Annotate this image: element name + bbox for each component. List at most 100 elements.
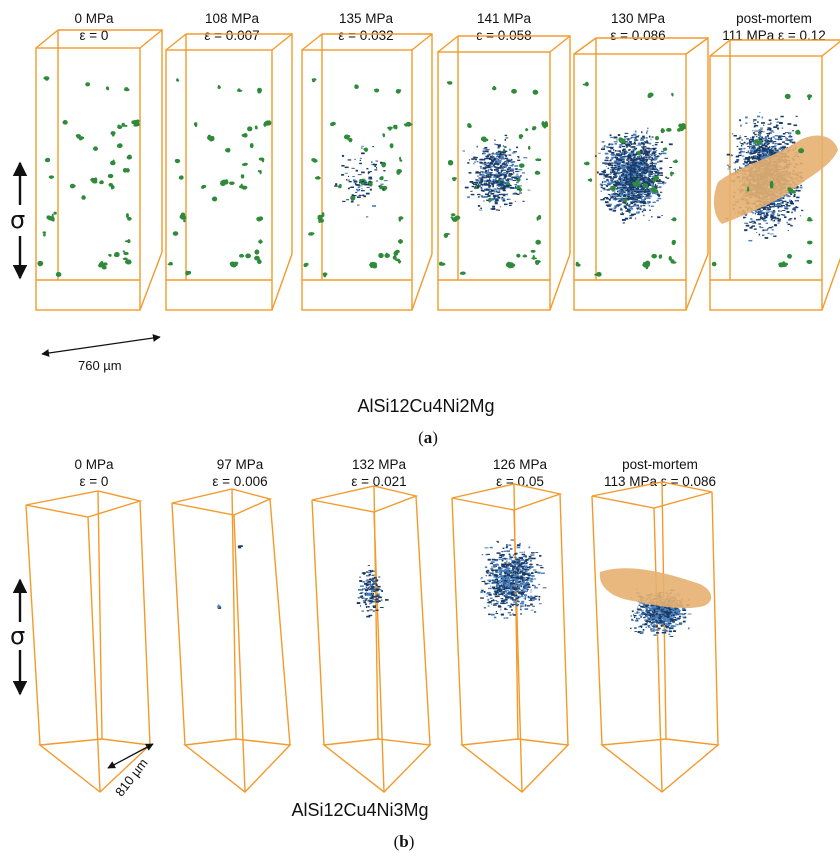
damage-void xyxy=(621,211,623,213)
damage-void xyxy=(368,600,372,602)
stress-label: 135 MPa xyxy=(338,11,394,26)
intermetallic-particle xyxy=(347,138,353,141)
damage-void xyxy=(652,151,657,153)
intermetallic-particle xyxy=(93,146,99,151)
damage-void xyxy=(511,176,516,178)
damage-void xyxy=(484,582,488,585)
intermetallic-particle xyxy=(124,87,129,90)
damage-void xyxy=(656,186,661,188)
intermetallic-particle xyxy=(125,168,130,173)
damage-void xyxy=(758,138,763,141)
damage-void xyxy=(739,135,741,137)
damage-void xyxy=(769,138,771,140)
damage-void xyxy=(602,162,606,164)
damage-void xyxy=(750,156,755,159)
damage-void xyxy=(766,135,769,138)
damage-void xyxy=(238,546,242,549)
damage-void xyxy=(614,166,618,169)
damage-void xyxy=(629,203,631,206)
damage-void xyxy=(627,179,630,182)
damage-void xyxy=(781,127,784,130)
damage-void xyxy=(518,169,523,171)
damage-void xyxy=(375,577,377,579)
intermetallic-particle xyxy=(43,233,46,237)
damage-void xyxy=(765,138,767,140)
damage-void xyxy=(355,184,359,186)
damage-void xyxy=(799,186,803,189)
damage-void xyxy=(614,185,618,187)
damage-void xyxy=(530,595,533,598)
damage-void xyxy=(375,600,380,603)
damage-void xyxy=(498,154,503,156)
damage-void xyxy=(480,189,483,192)
intermetallic-particle xyxy=(230,263,236,268)
damage-void xyxy=(762,131,765,133)
intermetallic-particle xyxy=(193,122,198,126)
damage-void xyxy=(357,596,360,599)
damage-void xyxy=(650,166,654,168)
damage-void xyxy=(769,233,774,235)
damage-void xyxy=(490,585,492,587)
damage-void xyxy=(766,213,768,215)
damage-void xyxy=(738,148,741,150)
damage-void xyxy=(649,188,651,191)
damage-void xyxy=(361,152,365,155)
damage-void xyxy=(757,212,760,215)
damage-void xyxy=(515,586,518,588)
intermetallic-particle xyxy=(460,271,466,275)
damage-void xyxy=(505,156,508,158)
damage-void xyxy=(505,560,508,562)
damage-void xyxy=(482,167,484,169)
damage-void xyxy=(630,183,633,185)
damage-void xyxy=(364,602,367,604)
damage-void xyxy=(495,611,498,613)
damage-void xyxy=(751,225,756,227)
damage-void xyxy=(488,176,492,178)
damage-void xyxy=(745,216,747,218)
damage-void xyxy=(515,580,519,583)
damage-void xyxy=(497,167,499,169)
damage-void xyxy=(668,143,673,146)
damage-void xyxy=(626,143,631,145)
damage-void xyxy=(501,181,506,184)
damage-void xyxy=(654,167,658,170)
damage-void xyxy=(629,166,633,169)
damage-void xyxy=(491,154,493,156)
damage-void xyxy=(501,198,505,200)
intermetallic-particle xyxy=(482,136,487,140)
damage-void xyxy=(372,205,376,207)
damage-void xyxy=(629,155,632,157)
damage-void xyxy=(365,580,368,582)
damage-void xyxy=(657,182,662,184)
damage-void xyxy=(643,143,645,145)
damage-void xyxy=(636,175,639,177)
damage-void xyxy=(515,175,519,178)
damage-void xyxy=(639,186,643,189)
damage-void xyxy=(520,613,523,615)
damage-void xyxy=(629,148,631,151)
damage-void xyxy=(644,156,648,158)
damage-void xyxy=(361,145,365,147)
damage-void xyxy=(490,165,492,167)
damage-void xyxy=(482,175,485,178)
damage-void xyxy=(376,594,378,597)
damage-void xyxy=(772,220,776,222)
damage-void xyxy=(497,195,500,197)
damage-void xyxy=(764,143,766,145)
intermetallic-particle xyxy=(247,126,252,130)
damage-void xyxy=(656,171,659,174)
damage-void xyxy=(624,203,626,205)
damage-void xyxy=(752,145,756,148)
damage-void xyxy=(749,137,752,139)
damage-void xyxy=(766,204,770,206)
damage-void xyxy=(366,186,370,188)
damage-void xyxy=(538,565,543,567)
intermetallic-particle xyxy=(594,273,600,276)
damage-void xyxy=(372,145,374,148)
damage-void xyxy=(612,190,614,192)
damage-void xyxy=(629,176,633,179)
damage-void xyxy=(634,170,639,173)
damage-void xyxy=(624,154,626,156)
intermetallic-particle xyxy=(542,122,548,128)
damage-void xyxy=(737,169,740,171)
